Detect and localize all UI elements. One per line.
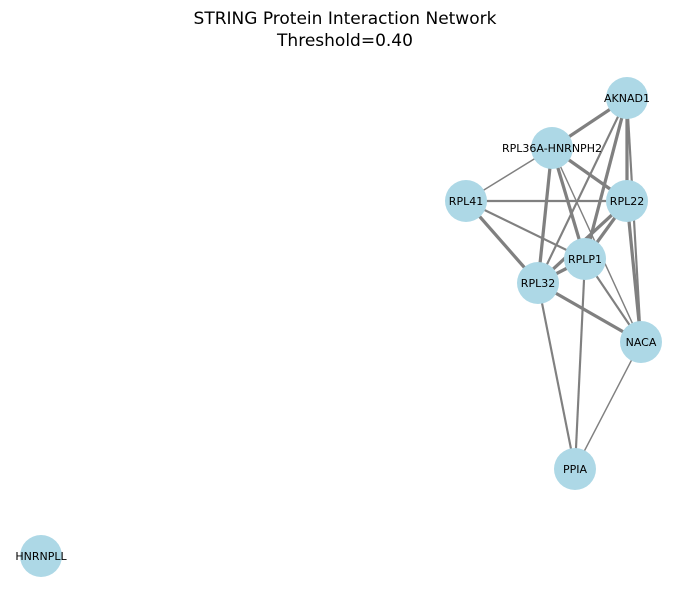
edge-rpl36a-hnrnph2-rpl32 <box>536 147 554 284</box>
node-label: RPL36A-HNRNPH2 <box>502 142 602 155</box>
node-naca: NACA <box>620 321 662 363</box>
edge-rplp1-ppia <box>573 258 587 470</box>
node-circle <box>564 238 606 280</box>
node-circle <box>606 77 648 119</box>
node-circle <box>554 448 596 490</box>
node-label: RPL41 <box>449 195 483 208</box>
node-label: NACA <box>626 336 657 349</box>
node-rpl22: RPL22 <box>606 180 648 222</box>
figure-title: STRING Protein Interaction Network Thres… <box>0 8 690 52</box>
title-line-2: Threshold=0.40 <box>277 31 413 51</box>
node-rpl36a-hnrnph2: RPL36A-HNRNPH2 <box>502 127 602 169</box>
node-circle <box>606 180 648 222</box>
node-ppia: PPIA <box>554 448 596 490</box>
edge-naca-ppia <box>574 341 642 470</box>
node-label: AKNAD1 <box>604 92 650 105</box>
node-circle <box>620 321 662 363</box>
edge-rpl32-ppia <box>536 282 577 470</box>
node-circle <box>445 180 487 222</box>
node-circle <box>531 127 573 169</box>
edge-rpl41-rplp1 <box>465 200 586 260</box>
node-aknad1: AKNAD1 <box>604 77 650 119</box>
node-circle <box>517 262 559 304</box>
node-label: RPL22 <box>610 195 644 208</box>
node-rplp1: RPLP1 <box>564 238 606 280</box>
node-layer: AKNAD1 RPL36A-HNRNPH2 RPL41 RPL22 RPLP1 RPL32… <box>15 77 662 577</box>
node-label: RPLP1 <box>568 253 602 266</box>
node-hnrnpll: HNRNPLL <box>15 535 68 577</box>
node-circle <box>20 535 62 577</box>
node-rpl32: RPL32 <box>517 262 559 304</box>
title-line-1: STRING Protein Interaction Network <box>193 9 497 29</box>
node-label: HNRNPLL <box>15 550 67 563</box>
node-rpl41: RPL41 <box>445 180 487 222</box>
edge-rpl22-naca <box>625 200 643 343</box>
edge-aknad1-rpl32 <box>537 97 628 284</box>
node-label: RPL32 <box>521 277 555 290</box>
node-label: PPIA <box>563 463 588 476</box>
